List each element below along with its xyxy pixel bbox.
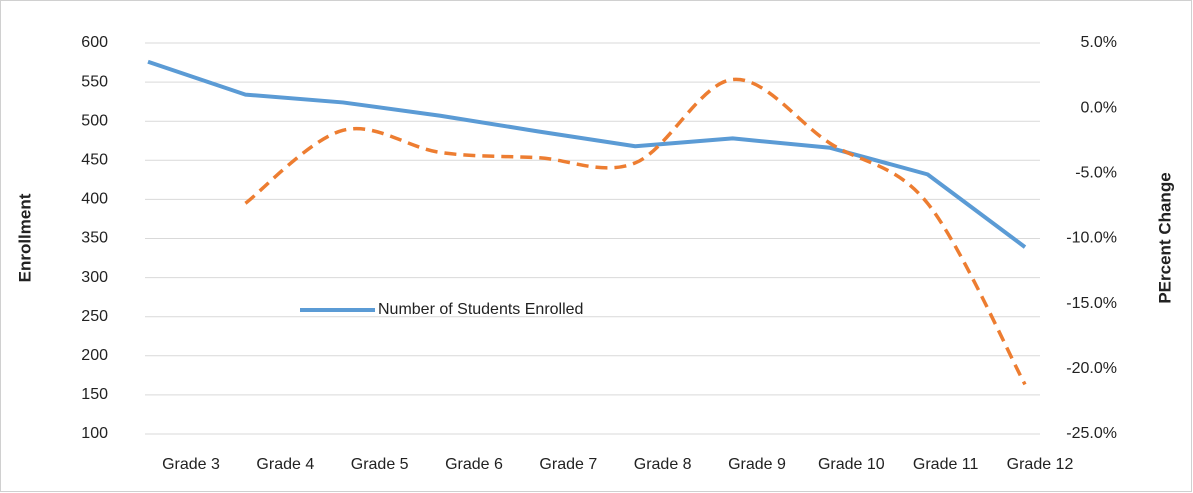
x-tick-label: Grade 7 (539, 456, 597, 473)
y2-tick-label: -25.0% (1066, 425, 1117, 442)
series-line (147, 59, 1027, 249)
y2-tick-label: -15.0% (1066, 295, 1117, 312)
y2-tick-label: -20.0% (1066, 360, 1117, 377)
y-tick-label: 450 (81, 152, 108, 169)
y-tick-label: 250 (81, 308, 108, 325)
x-tick-label: Grade 8 (634, 456, 692, 473)
x-tick-label: Grade 9 (728, 456, 786, 473)
y-axis-title: Enrollment (15, 193, 34, 282)
y-tick-label: 400 (81, 191, 108, 208)
y-tick-label: 550 (81, 73, 108, 90)
x-tick-label: Grade 3 (162, 456, 220, 473)
x-tick-label: Grade 10 (818, 456, 885, 473)
y-tick-label: 500 (81, 112, 108, 129)
y2-axis-title: PErcent Change (1155, 172, 1174, 303)
y2-tick-label: -5.0% (1075, 165, 1117, 182)
y2-tick-label: 5.0% (1081, 34, 1117, 51)
y-tick-label: 300 (81, 269, 108, 286)
x-tick-label: Grade 4 (256, 456, 314, 473)
y2-tick-label: -10.0% (1066, 230, 1117, 247)
y-tick-label: 150 (81, 386, 108, 403)
series-line (244, 77, 1027, 386)
y-tick-label: 100 (81, 425, 108, 442)
y2-tick-label: 0.0% (1081, 99, 1117, 116)
x-tick-label: Grade 11 (913, 456, 979, 473)
x-tick-label: Grade 12 (1007, 456, 1074, 473)
y-tick-label: 200 (81, 347, 108, 364)
x-tick-label: Grade 5 (351, 456, 409, 473)
legend-label: Number of Students Enrolled (378, 301, 583, 318)
y-tick-label: 350 (81, 230, 108, 247)
x-tick-label: Grade 6 (445, 456, 503, 473)
y-tick-label: 600 (81, 34, 108, 51)
